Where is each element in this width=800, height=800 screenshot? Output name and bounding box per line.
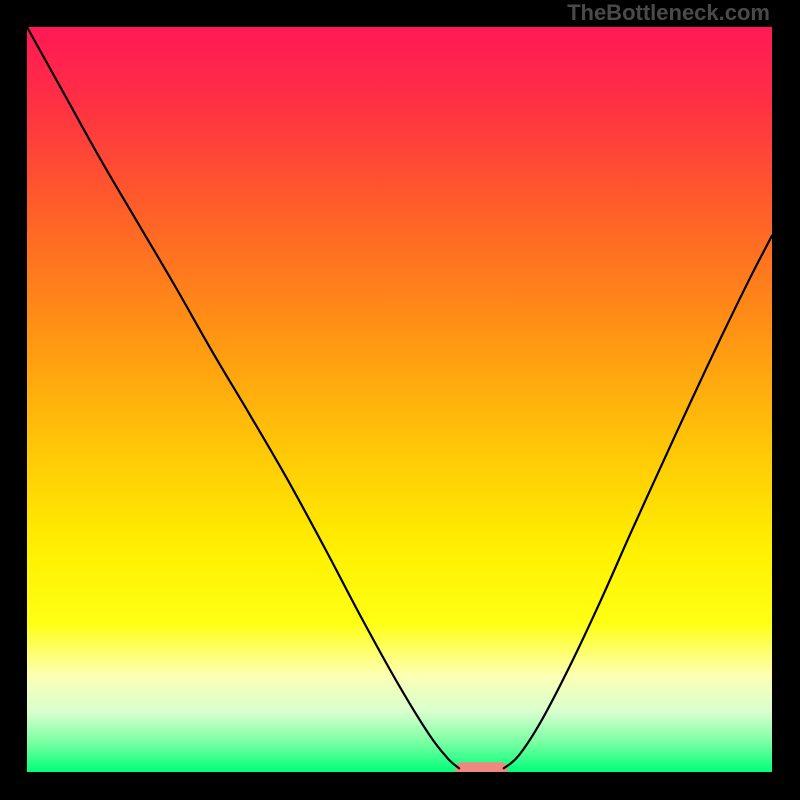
chart-frame: TheBottleneck.com <box>0 0 800 800</box>
optimal-marker <box>455 762 507 772</box>
bottleneck-curve-left-branch <box>27 27 459 768</box>
curve-layer <box>27 27 772 772</box>
watermark-text: TheBottleneck.com <box>567 0 770 26</box>
bottleneck-curve-right-branch <box>504 236 772 769</box>
plot-area <box>27 27 772 772</box>
